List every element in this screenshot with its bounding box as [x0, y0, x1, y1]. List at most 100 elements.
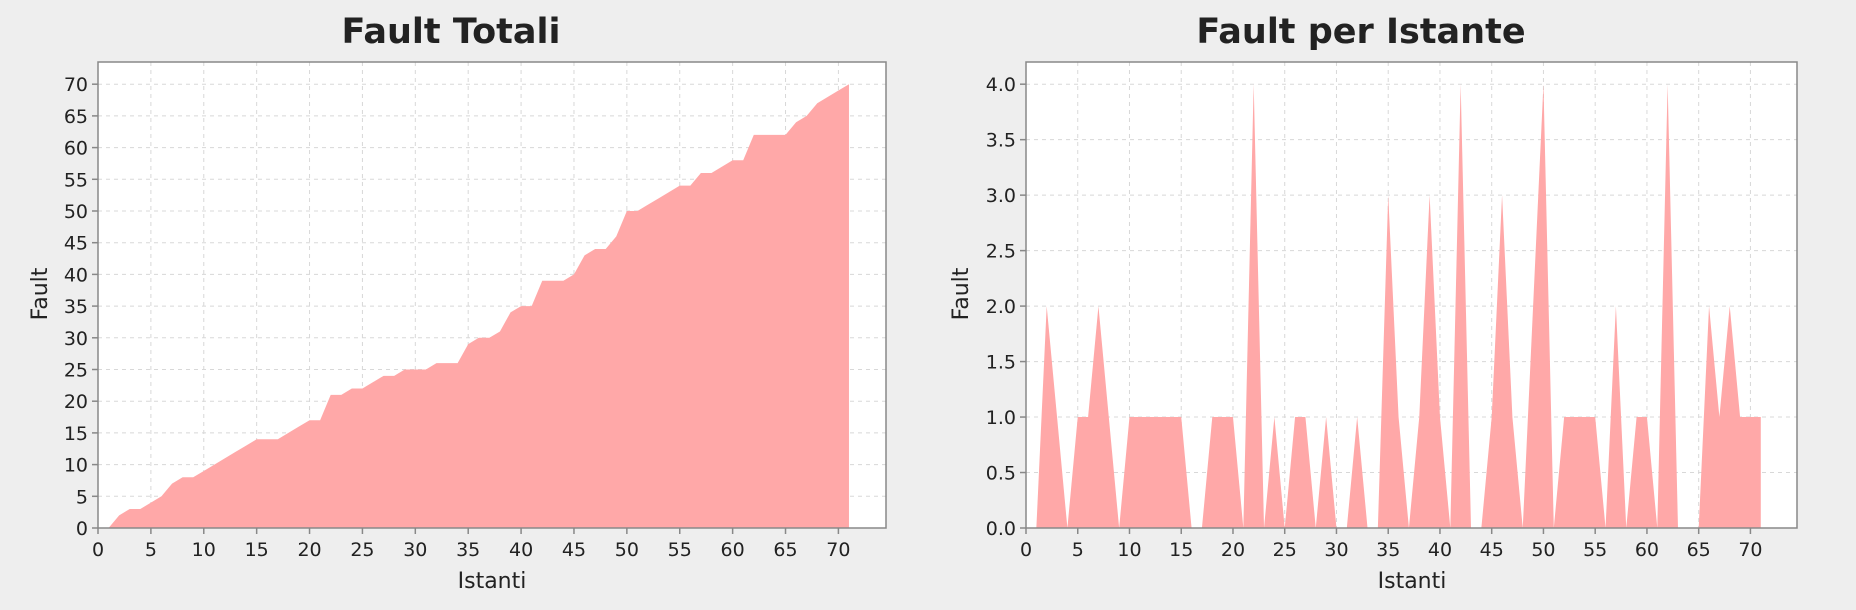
y-tick-label: 15: [64, 423, 88, 445]
data-point: [625, 209, 628, 212]
data-point: [234, 450, 237, 453]
x-tick-label: 65: [773, 539, 797, 561]
data-point: [647, 203, 650, 206]
chart-title: Fault Totali: [342, 12, 561, 52]
data-point: [1273, 416, 1276, 419]
x-tick-label: 20: [1221, 539, 1245, 561]
data-point: [710, 171, 713, 174]
data-point: [773, 133, 776, 136]
data-point: [181, 476, 184, 479]
data-point: [1387, 194, 1390, 197]
data-point: [520, 305, 523, 308]
x-tick-label: 5: [1072, 539, 1084, 561]
data-point: [160, 495, 163, 498]
data-point: [297, 425, 300, 428]
x-tick-label: 60: [721, 539, 745, 561]
data-point: [149, 501, 152, 504]
y-axis-label: Fault: [949, 267, 974, 320]
x-tick-label: 25: [1273, 539, 1297, 561]
data-point: [192, 476, 195, 479]
data-point: [424, 368, 427, 371]
data-point: [477, 336, 480, 339]
data-point: [1076, 416, 1079, 419]
y-tick-label: 45: [64, 233, 88, 255]
chart-fault-totali: Fault Totali Istanti Fault 0 5 10 15 20 25 30 3…: [28, 12, 887, 594]
data-point: [615, 235, 618, 238]
data-point: [1107, 416, 1110, 419]
data-point: [403, 368, 406, 371]
data-point: [1149, 416, 1152, 419]
data-point: [1718, 416, 1721, 419]
data-point: [498, 330, 501, 333]
data-point: [435, 362, 438, 365]
x-tick-label: 45: [562, 539, 586, 561]
data-point: [721, 165, 724, 168]
data-point: [1294, 416, 1297, 419]
y-tick-label: 70: [64, 74, 88, 96]
x-tick-label: 15: [1169, 539, 1193, 561]
data-point: [1749, 416, 1752, 419]
data-point: [1542, 83, 1545, 86]
data-point: [456, 362, 459, 365]
x-tick-label: 40: [1428, 539, 1452, 561]
y-tick-label: 10: [64, 455, 88, 477]
data-point: [795, 121, 798, 124]
data-point: [699, 171, 702, 174]
data-point: [414, 368, 417, 371]
x-tick-label: 60: [1635, 539, 1659, 561]
y-tick-label: 2.5: [986, 241, 1016, 263]
data-point: [1459, 83, 1462, 86]
data-point: [1490, 416, 1493, 419]
data-point: [1138, 416, 1141, 419]
y-tick-label: 0: [76, 518, 88, 540]
data-point: [678, 184, 681, 187]
y-tick-label: 35: [64, 296, 88, 318]
x-tick-label: 50: [615, 539, 639, 561]
plot-frame: [97, 61, 887, 529]
x-tick-label: 0: [1020, 539, 1032, 561]
data-point: [541, 279, 544, 282]
x-tick-label: 35: [1376, 539, 1400, 561]
data-point: [329, 393, 332, 396]
y-tick-label: 65: [64, 106, 88, 128]
y-tick-label: 30: [64, 328, 88, 350]
data-point: [372, 381, 375, 384]
y-tick-label: 50: [64, 201, 88, 223]
x-tick-label: 70: [826, 539, 850, 561]
x-tick-label: 5: [145, 539, 157, 561]
data-point: [1501, 194, 1504, 197]
data-point: [1739, 416, 1742, 419]
y-tick-label: 55: [64, 169, 88, 191]
data-point: [1180, 416, 1183, 419]
x-tick-label: 10: [1117, 539, 1141, 561]
data-point: [361, 387, 364, 390]
x-tick-label: 45: [1480, 539, 1504, 561]
y-tick-label: 0.5: [986, 463, 1016, 485]
data-point: [657, 197, 660, 200]
data-point: [1221, 416, 1224, 419]
y-tick-label: 1.5: [986, 352, 1016, 374]
plot-area: 0 5 10 15 20 25 30 35 40 45 50 55 60 65 70 0.0 0.5 1.0 1.5…: [986, 61, 1798, 561]
data-point: [1563, 416, 1566, 419]
y-axis-label: Fault: [28, 267, 53, 320]
data-point: [763, 133, 766, 136]
data-point: [128, 507, 131, 510]
y-tick-label: 0.0: [986, 518, 1016, 540]
plot-area: 0 5 10 15 20 25 30 35 40 45 50 55 60 65 70 0 5 10 15 20 25 30…: [64, 61, 887, 561]
data-point: [1645, 416, 1648, 419]
data-point: [1428, 194, 1431, 197]
y-tick-label: 1.0: [986, 407, 1016, 429]
data-point: [139, 507, 142, 510]
x-tick-label: 40: [509, 539, 533, 561]
data-point: [1614, 305, 1617, 308]
data-point: [1097, 305, 1100, 308]
x-tick-label: 20: [297, 539, 321, 561]
data-point: [382, 374, 385, 377]
y-tick-label: 25: [64, 359, 88, 381]
data-point: [255, 438, 258, 441]
data-point: [1087, 416, 1090, 419]
y-tick-label: 4.0: [986, 74, 1016, 96]
data-point: [319, 419, 322, 422]
data-point: [742, 159, 745, 162]
